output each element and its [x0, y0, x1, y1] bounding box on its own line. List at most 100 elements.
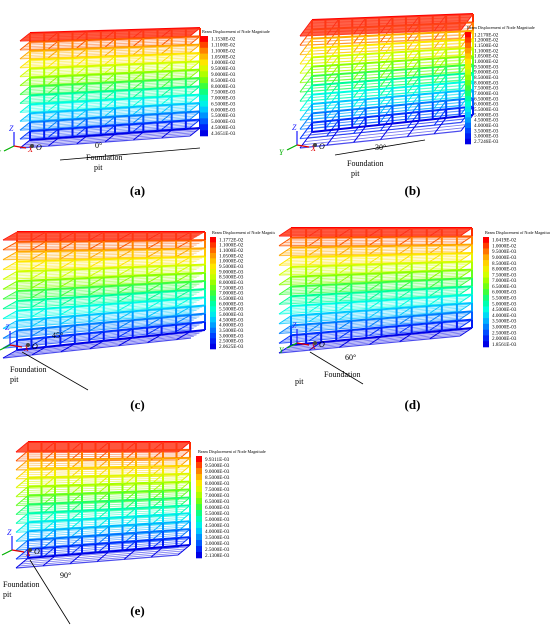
- legend-swatch: [210, 274, 216, 280]
- angle-label: 60°: [345, 353, 356, 362]
- beam-interior: [23, 124, 195, 137]
- legend-value: 6.0000E-03: [211, 107, 236, 113]
- legend-swatch: [465, 85, 471, 91]
- legend-swatch: [196, 522, 202, 529]
- legend-value: 4.5000E-03: [211, 125, 236, 131]
- beam-interior: [25, 475, 188, 481]
- beam-interior: [281, 325, 463, 343]
- panel-a: Beam Displacement of Node Magnitude 1.153…: [0, 0, 275, 205]
- legend-swatch: [483, 277, 489, 284]
- legend-value: 6.5000E-03: [219, 296, 244, 302]
- beam-interior: [8, 301, 197, 316]
- beam-front: [16, 304, 206, 322]
- legend-swatch: [465, 122, 471, 129]
- x-axis: [9, 344, 23, 348]
- z-axis-label: Z: [292, 123, 297, 132]
- beam-depth: [433, 108, 447, 126]
- beam-interior: [8, 277, 197, 287]
- legend-value: 6.0000E-03: [205, 505, 230, 511]
- beam-depth: [299, 85, 313, 102]
- legend-swatch: [196, 498, 202, 505]
- beam-interior: [307, 62, 469, 74]
- pit-label: pit: [3, 590, 12, 599]
- beam-depth: [380, 87, 393, 105]
- beam-interior: [286, 330, 468, 349]
- legend-swatch: [200, 130, 208, 137]
- beam-interior: [20, 550, 183, 565]
- beam-interior: [14, 331, 203, 352]
- beam-interior: [8, 269, 197, 277]
- beam-interior: [288, 270, 470, 279]
- legend-value: 8.0000E-03: [205, 481, 230, 487]
- legend-swatch: [196, 456, 202, 463]
- beam-back: [2, 272, 192, 280]
- y-axis-label: Y: [0, 149, 2, 158]
- roof: [300, 14, 473, 36]
- y-axis: [3, 145, 15, 152]
- beam-interior: [25, 105, 197, 117]
- beam-depth: [406, 50, 420, 68]
- legend-swatch: [210, 306, 216, 312]
- beam-interior: [11, 283, 200, 295]
- legend-value: 7.0000E-03: [474, 91, 499, 97]
- caption-e: (e): [130, 603, 145, 618]
- beam-interior: [23, 508, 186, 518]
- beam-interior: [8, 334, 197, 356]
- beam-depth: [326, 82, 340, 100]
- legend-value: 2.5000E-03: [205, 547, 230, 553]
- legend-value: 7.5000E-03: [474, 86, 499, 92]
- beam-depth: [380, 105, 393, 123]
- legend-value: 4.0000E-03: [219, 323, 244, 329]
- beam-interior: [283, 332, 465, 351]
- beam-interior: [27, 129, 199, 142]
- color-legend: Beam Displacement of Node Magnitude 1.153…: [200, 29, 270, 137]
- x-axis-label: X: [23, 344, 30, 353]
- beam-interior: [281, 242, 463, 245]
- legend-title: Beam Displacement of Node Magnitude: [198, 449, 266, 454]
- frame-diagram-b: Beam Displacement of Node Magnitude 1.217…: [279, 13, 535, 178]
- beam-front: [16, 271, 206, 283]
- legend-swatch: [210, 237, 216, 243]
- pit-label: pit: [94, 163, 103, 172]
- beam-depth: [353, 35, 367, 53]
- beam-interior: [23, 516, 186, 527]
- legend-value: 4.0000E-03: [492, 313, 517, 319]
- beam-interior: [23, 40, 195, 48]
- legend-swatch: [483, 289, 489, 296]
- legend-swatch: [200, 53, 208, 60]
- legend-swatch: [465, 117, 471, 123]
- legend-swatch: [196, 480, 202, 487]
- legend-swatch: [483, 271, 489, 278]
- x-axis: [13, 145, 27, 149]
- beam-interior: [23, 65, 195, 74]
- legend-swatch: [465, 101, 471, 107]
- beam-interior: [286, 255, 468, 261]
- beam-interior: [20, 455, 183, 458]
- beam-interior: [27, 62, 199, 71]
- beam-interior: [25, 64, 197, 73]
- beam-interior: [20, 463, 183, 467]
- beam-interior: [11, 308, 200, 325]
- beam-interior: [8, 260, 197, 267]
- beam-interior: [23, 461, 186, 465]
- beam-front: [16, 263, 206, 273]
- legend-value: 2.0625E-03: [219, 344, 244, 350]
- beam-depth: [353, 44, 367, 62]
- beam-depth: [353, 107, 367, 125]
- legend-value: 2.7246E-03: [474, 139, 499, 145]
- beam-interior: [25, 483, 188, 490]
- beam-interior: [286, 239, 468, 242]
- legend-value: 7.5000E-03: [492, 272, 517, 278]
- beam-front: [16, 255, 206, 263]
- legend-swatch: [210, 285, 216, 291]
- legend-value: 1.2170E-02: [474, 32, 499, 38]
- legend-value: 1.1500E-02: [474, 43, 499, 49]
- legend-swatch: [465, 90, 471, 97]
- legend-value: 4.5000E-03: [492, 307, 517, 313]
- beam-depth: [353, 98, 367, 116]
- legend-value: 5.0000E-03: [211, 119, 236, 125]
- beam-interior: [307, 70, 469, 83]
- beam-interior: [307, 95, 469, 111]
- beam-interior: [11, 275, 200, 285]
- beam-interior: [21, 109, 193, 121]
